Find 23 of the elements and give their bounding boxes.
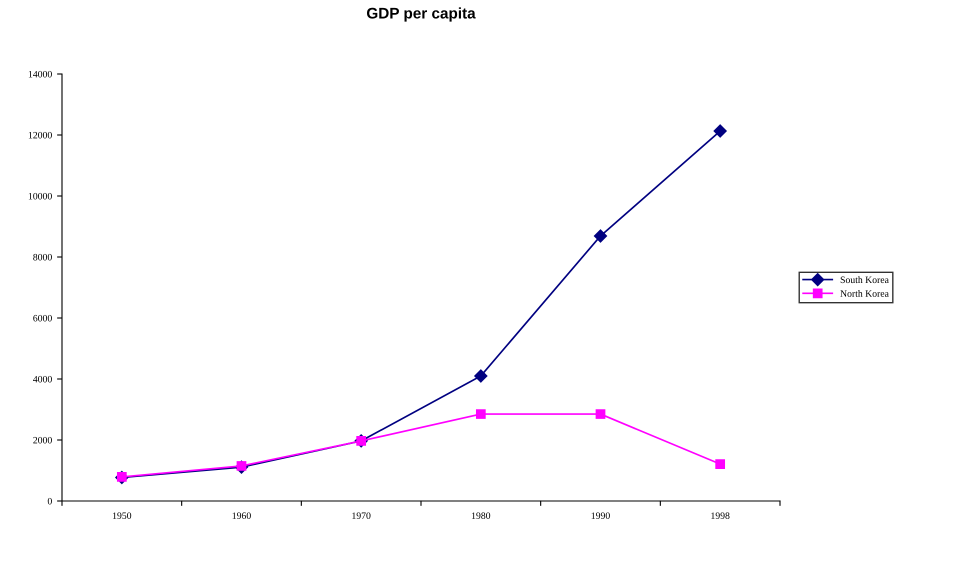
point — [715, 459, 726, 469]
point — [594, 229, 608, 243]
point — [474, 369, 488, 383]
point — [714, 124, 727, 138]
x-tick-label: 1998 — [711, 512, 730, 519]
point — [476, 409, 486, 419]
y-tick-label: 2000 — [33, 436, 52, 444]
point — [596, 409, 606, 419]
chart-title: GDP per capita — [367, 7, 476, 22]
y-tick-label: 0 — [48, 498, 52, 504]
x-tick-label: 1980 — [472, 512, 490, 519]
x-tick-label: 1960 — [232, 512, 251, 519]
x-tick-label: 1950 — [112, 512, 132, 519]
y-tick-label: 10000 — [28, 192, 52, 200]
y-tick-label: 4000 — [33, 376, 52, 382]
x-tick-label: 1990 — [592, 512, 610, 519]
x-tick-label: 1970 — [352, 512, 371, 519]
y-tick-label: 8000 — [33, 254, 52, 260]
y-tick-label: 12000 — [28, 132, 52, 138]
y-tick-label: 14000 — [28, 70, 52, 78]
legend-label: South Korea — [840, 276, 889, 284]
legend-label: North Korea — [840, 290, 889, 297]
y-tick-label: 6000 — [33, 314, 52, 322]
